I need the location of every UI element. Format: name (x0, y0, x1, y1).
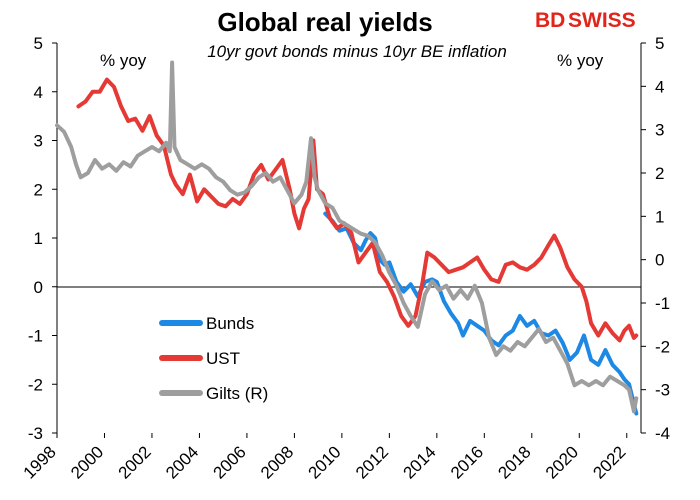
x-tick-label: 2012 (352, 442, 392, 482)
y-left-tick-label: 5 (34, 34, 43, 53)
y-left-tick-label: 3 (34, 132, 43, 151)
x-tick-label: 2014 (399, 442, 439, 482)
x-tick-label: 1998 (20, 442, 60, 482)
x-tick-label: 2016 (447, 442, 487, 482)
legend: Bunds UST Gilts (R) (159, 314, 268, 403)
x-axis-ticks: 1998 2000 2002 2004 2006 2008 2010 2012 2014 2016… (20, 433, 630, 483)
y-left-tick-label: -2 (28, 375, 43, 394)
x-tick-label: 2006 (210, 442, 250, 482)
legend-item-bunds: Bunds (159, 314, 254, 333)
legend-item-ust: UST (159, 349, 240, 368)
chart-subtitle: 10yr govt bonds minus 10yr BE inflation (207, 42, 507, 61)
y-left-tick-label: -3 (28, 424, 43, 443)
legend-item-gilts: Gilts (R) (159, 384, 268, 403)
right-axis-ticks: 5 4 3 2 1 0 -1 -2 -3 -4 (641, 34, 670, 443)
y-right-tick-label: -1 (655, 294, 670, 313)
y-right-tick-label: 5 (655, 34, 664, 53)
y-right-tick-label: 2 (655, 164, 664, 183)
y-right-tick-label: 4 (655, 77, 664, 96)
left-axis-ticks: 5 4 3 2 1 0 -1 -2 -3 (28, 34, 57, 443)
x-tick-label: 2018 (494, 442, 534, 482)
x-tick-label: 2010 (305, 442, 345, 482)
y-left-tick-label: -1 (28, 327, 43, 346)
x-tick-label: 2008 (257, 442, 297, 482)
legend-label-bunds: Bunds (206, 314, 254, 333)
legend-label-ust: UST (206, 349, 240, 368)
x-tick-label: 2000 (67, 442, 107, 482)
y-left-tick-label: 4 (34, 83, 43, 102)
chart-title: Global real yields (217, 7, 432, 37)
series-line-bunds (323, 211, 639, 416)
right-axis-unit: % yoy (557, 51, 604, 70)
logo-text-bd: BD (535, 9, 565, 32)
legend-label-gilts: Gilts (R) (206, 384, 268, 403)
y-left-tick-label: 1 (34, 229, 43, 248)
y-right-tick-label: 1 (655, 207, 664, 226)
y-right-tick-label: -3 (655, 381, 670, 400)
logo-text-swiss: SWISS (568, 9, 636, 32)
series-line-ust (76, 77, 639, 343)
y-right-tick-label: 0 (655, 251, 664, 270)
x-tick-label: 2004 (162, 442, 202, 482)
y-left-tick-label: 0 (34, 278, 43, 297)
series-line-gilts-r (55, 60, 639, 414)
y-right-tick-label: -4 (655, 424, 670, 443)
y-left-tick-label: 2 (34, 180, 43, 199)
x-tick-label: 2020 (542, 442, 582, 482)
y-right-tick-label: -2 (655, 337, 670, 356)
series-layer (55, 60, 639, 416)
x-tick-label: 2022 (589, 442, 629, 482)
x-tick-label: 2002 (115, 442, 155, 482)
left-axis-unit: % yoy (100, 51, 147, 70)
y-right-tick-label: 3 (655, 121, 664, 140)
brand-logo: BD SWISS (535, 9, 636, 32)
